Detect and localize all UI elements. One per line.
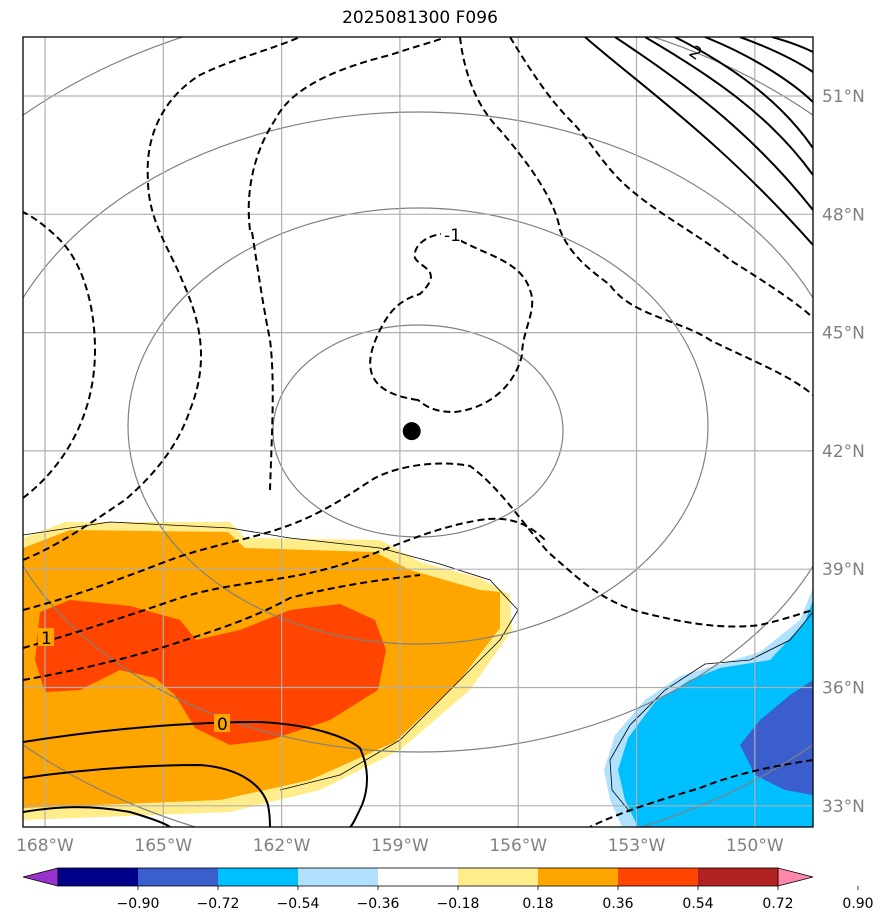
contour-label: 1 [41,629,52,649]
colorbar-swatch [218,868,299,886]
colorbar-tick-label: −0.18 [437,896,480,912]
colorbar-tick-label: 0.72 [762,896,793,912]
colorbar-swatch [458,868,539,886]
colorbar-tick-label: −0.36 [357,896,400,912]
longitude-label: 162°W [253,836,311,856]
latitude-label: 51°N [822,87,865,107]
longitude-label: 168°W [16,836,74,856]
longitude-label: 156°W [489,836,547,856]
latitude-label: 36°N [822,679,865,699]
dashed-contours [23,37,813,827]
longitude-labels: 168°W 165°W 162°W 159°W 156°W 153°W 150°W [16,836,784,856]
latitude-label: 33°N [822,797,865,817]
warm-anomaly-inner-fill [35,600,386,745]
longitude-label: 159°W [371,836,429,856]
latitude-label: 45°N [822,324,865,344]
map-title: 2025081300 F096 [342,8,498,28]
colorbar: −0.90 −0.72 −0.54 −0.36 −0.18 0.18 0.36 0.54 0.7… [22,867,874,912]
colorbar-swatch [618,868,699,886]
contour-label: 2 [685,42,705,65]
colorbar-tick-label: 0.36 [602,896,633,912]
longitude-label: 165°W [134,836,192,856]
colorbar-extend-max [777,867,814,887]
colorbar-swatch [138,868,219,886]
colorbar-tick-label: −0.54 [277,896,320,912]
contour-label: 0 [217,715,228,735]
latitude-label: 48°N [822,205,865,225]
colorbar-tick-label: 0.90 [842,896,873,912]
map-frame [22,36,814,828]
colorbar-swatch [58,868,139,886]
colorbar-swatch [698,868,779,886]
longitude-label: 150°W [726,836,784,856]
cool-anomaly-outline [609,611,813,813]
solid-contours [23,37,813,827]
colorbar-swatch [538,868,619,886]
storm-center-marker [402,422,421,441]
colorbar-swatch [298,868,379,886]
latitude-label: 39°N [822,560,865,580]
colorbar-tick-label: −0.72 [197,896,240,912]
graticule [23,37,813,827]
longitude-label: 153°W [608,836,666,856]
colorbar-tick-label: 0.54 [682,896,713,912]
colorbar-extend-min [22,867,59,887]
contour-label: -1 [444,226,461,246]
cool-anomaly-inner-fill [740,680,813,795]
latitude-labels: 51°N 48°N 45°N 42°N 39°N 36°N 33°N [822,87,865,817]
colorbar-swatch [378,868,459,886]
colorbar-tick-label: 0.18 [522,896,553,912]
latitude-label: 42°N [822,442,865,462]
colorbar-tick-label: −0.90 [117,896,160,912]
